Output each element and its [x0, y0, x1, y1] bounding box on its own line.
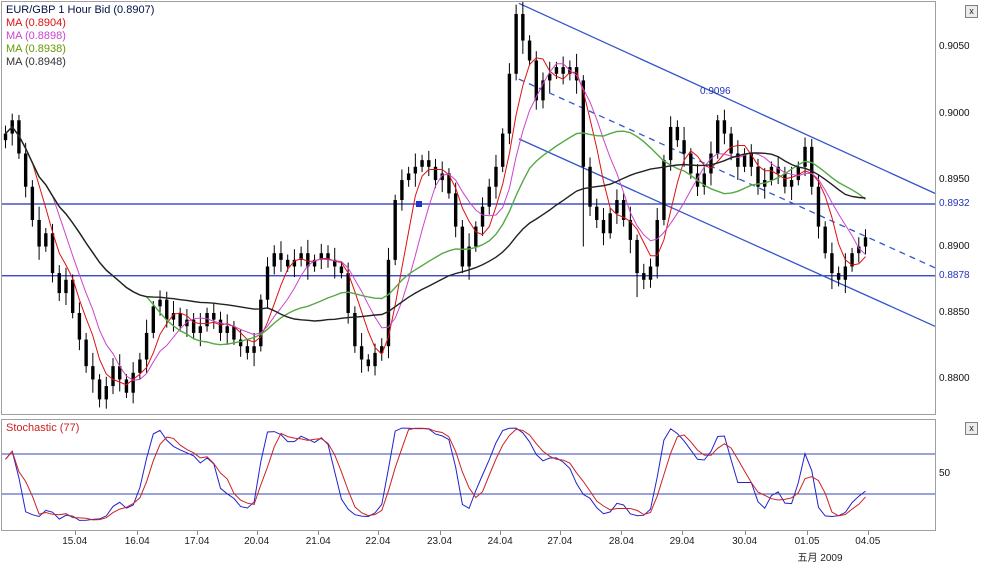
- x-axis-tick: [621, 531, 623, 535]
- level-price-label: 0.8932: [939, 198, 970, 209]
- x-axis-tick: [559, 531, 561, 535]
- x-axis-label: 30.04: [732, 536, 758, 547]
- y-axis-tick: 0.9000: [939, 107, 970, 119]
- ma-legend-0: MA (0.8904): [6, 17, 66, 29]
- x-axis-label: 04.05: [855, 536, 881, 547]
- price-chart-svg: [2, 2, 935, 409]
- ma-legend-2: MA (0.8938): [6, 43, 66, 55]
- x-axis-label: 28.04: [608, 536, 634, 547]
- price-chart-panel: [1, 1, 936, 415]
- y-axis-tick: 0.9050: [939, 41, 970, 53]
- x-axis-tick: [867, 531, 869, 535]
- x-axis-tick: [807, 531, 809, 535]
- x-axis-tick: [256, 531, 258, 535]
- trend-channel-middle[interactable]: [518, 78, 935, 269]
- x-axis-tick: [682, 531, 684, 535]
- trendline-value-annotation: 0.9096: [700, 86, 731, 97]
- y-axis-tick: 0.8900: [939, 240, 970, 252]
- time-axis: 15.04 16.04 17.04 20.04 21.04 22.04 23.04 24.04…: [1, 531, 934, 551]
- trend-channel-upper[interactable]: [518, 2, 935, 194]
- month-label: 五月 2009: [797, 553, 843, 564]
- stoch-d-line: [5, 427, 866, 521]
- y-axis-tick: 0.8850: [939, 306, 970, 318]
- x-axis-label: 24.04: [487, 536, 513, 547]
- x-axis-tick: [137, 531, 139, 535]
- x-axis-tick: [744, 531, 746, 535]
- x-axis-label: 01.05: [794, 536, 820, 547]
- x-axis-label: 23.04: [426, 536, 453, 547]
- x-axis-label: 29.04: [669, 536, 695, 547]
- stochastic-panel: [1, 419, 936, 531]
- x-axis-tick: [439, 531, 441, 535]
- trend-channel-lower[interactable]: [518, 138, 935, 327]
- chart-legend: EUR/GBP 1 Hour Bid (0.8907) MA (0.8904) MA…: [6, 4, 154, 69]
- stochastic-svg: [2, 427, 935, 521]
- x-axis-label: 21.04: [305, 536, 331, 547]
- stoch-axis-label: 50: [939, 468, 951, 479]
- x-axis-label: 15.04: [62, 536, 88, 547]
- x-axis-tick: [74, 531, 76, 535]
- x-axis-label: 22.04: [365, 536, 391, 547]
- stoch-k-line: [5, 427, 866, 521]
- x-axis-label: 27.04: [547, 536, 573, 547]
- level-price-label: 0.8878: [939, 269, 970, 281]
- main-chart-close-button[interactable]: x: [965, 5, 978, 18]
- ma-legend-3: MA (0.8948): [6, 56, 66, 68]
- price-axis: 0.9050 0.9000 0.8950 0.8900 0.8850 0.8800 0.89…: [936, 0, 982, 563]
- x-axis-tick: [500, 531, 502, 535]
- y-axis-tick: 0.8800: [939, 373, 970, 385]
- ma-line-1: [5, 63, 866, 381]
- stochastic-close-button[interactable]: x: [965, 422, 978, 435]
- x-axis-tick: [196, 531, 198, 535]
- ma-line-3: [5, 125, 866, 322]
- x-axis-label: 17.04: [184, 536, 210, 547]
- ma-line-0: [5, 57, 866, 386]
- x-axis-tick: [377, 531, 379, 535]
- chart-title-legend: EUR/GBP 1 Hour Bid (0.8907): [6, 4, 155, 16]
- ma-line-2: [5, 125, 866, 346]
- x-axis-label: 20.04: [244, 536, 270, 547]
- level-line-handle[interactable]: [416, 201, 422, 208]
- ma-legend-1: MA (0.8898): [6, 30, 66, 42]
- y-axis-tick: 0.8950: [939, 174, 970, 186]
- stochastic-legend-label: Stochastic (77): [6, 422, 80, 434]
- x-axis-tick: [318, 531, 320, 535]
- x-axis-label: 16.04: [124, 536, 150, 547]
